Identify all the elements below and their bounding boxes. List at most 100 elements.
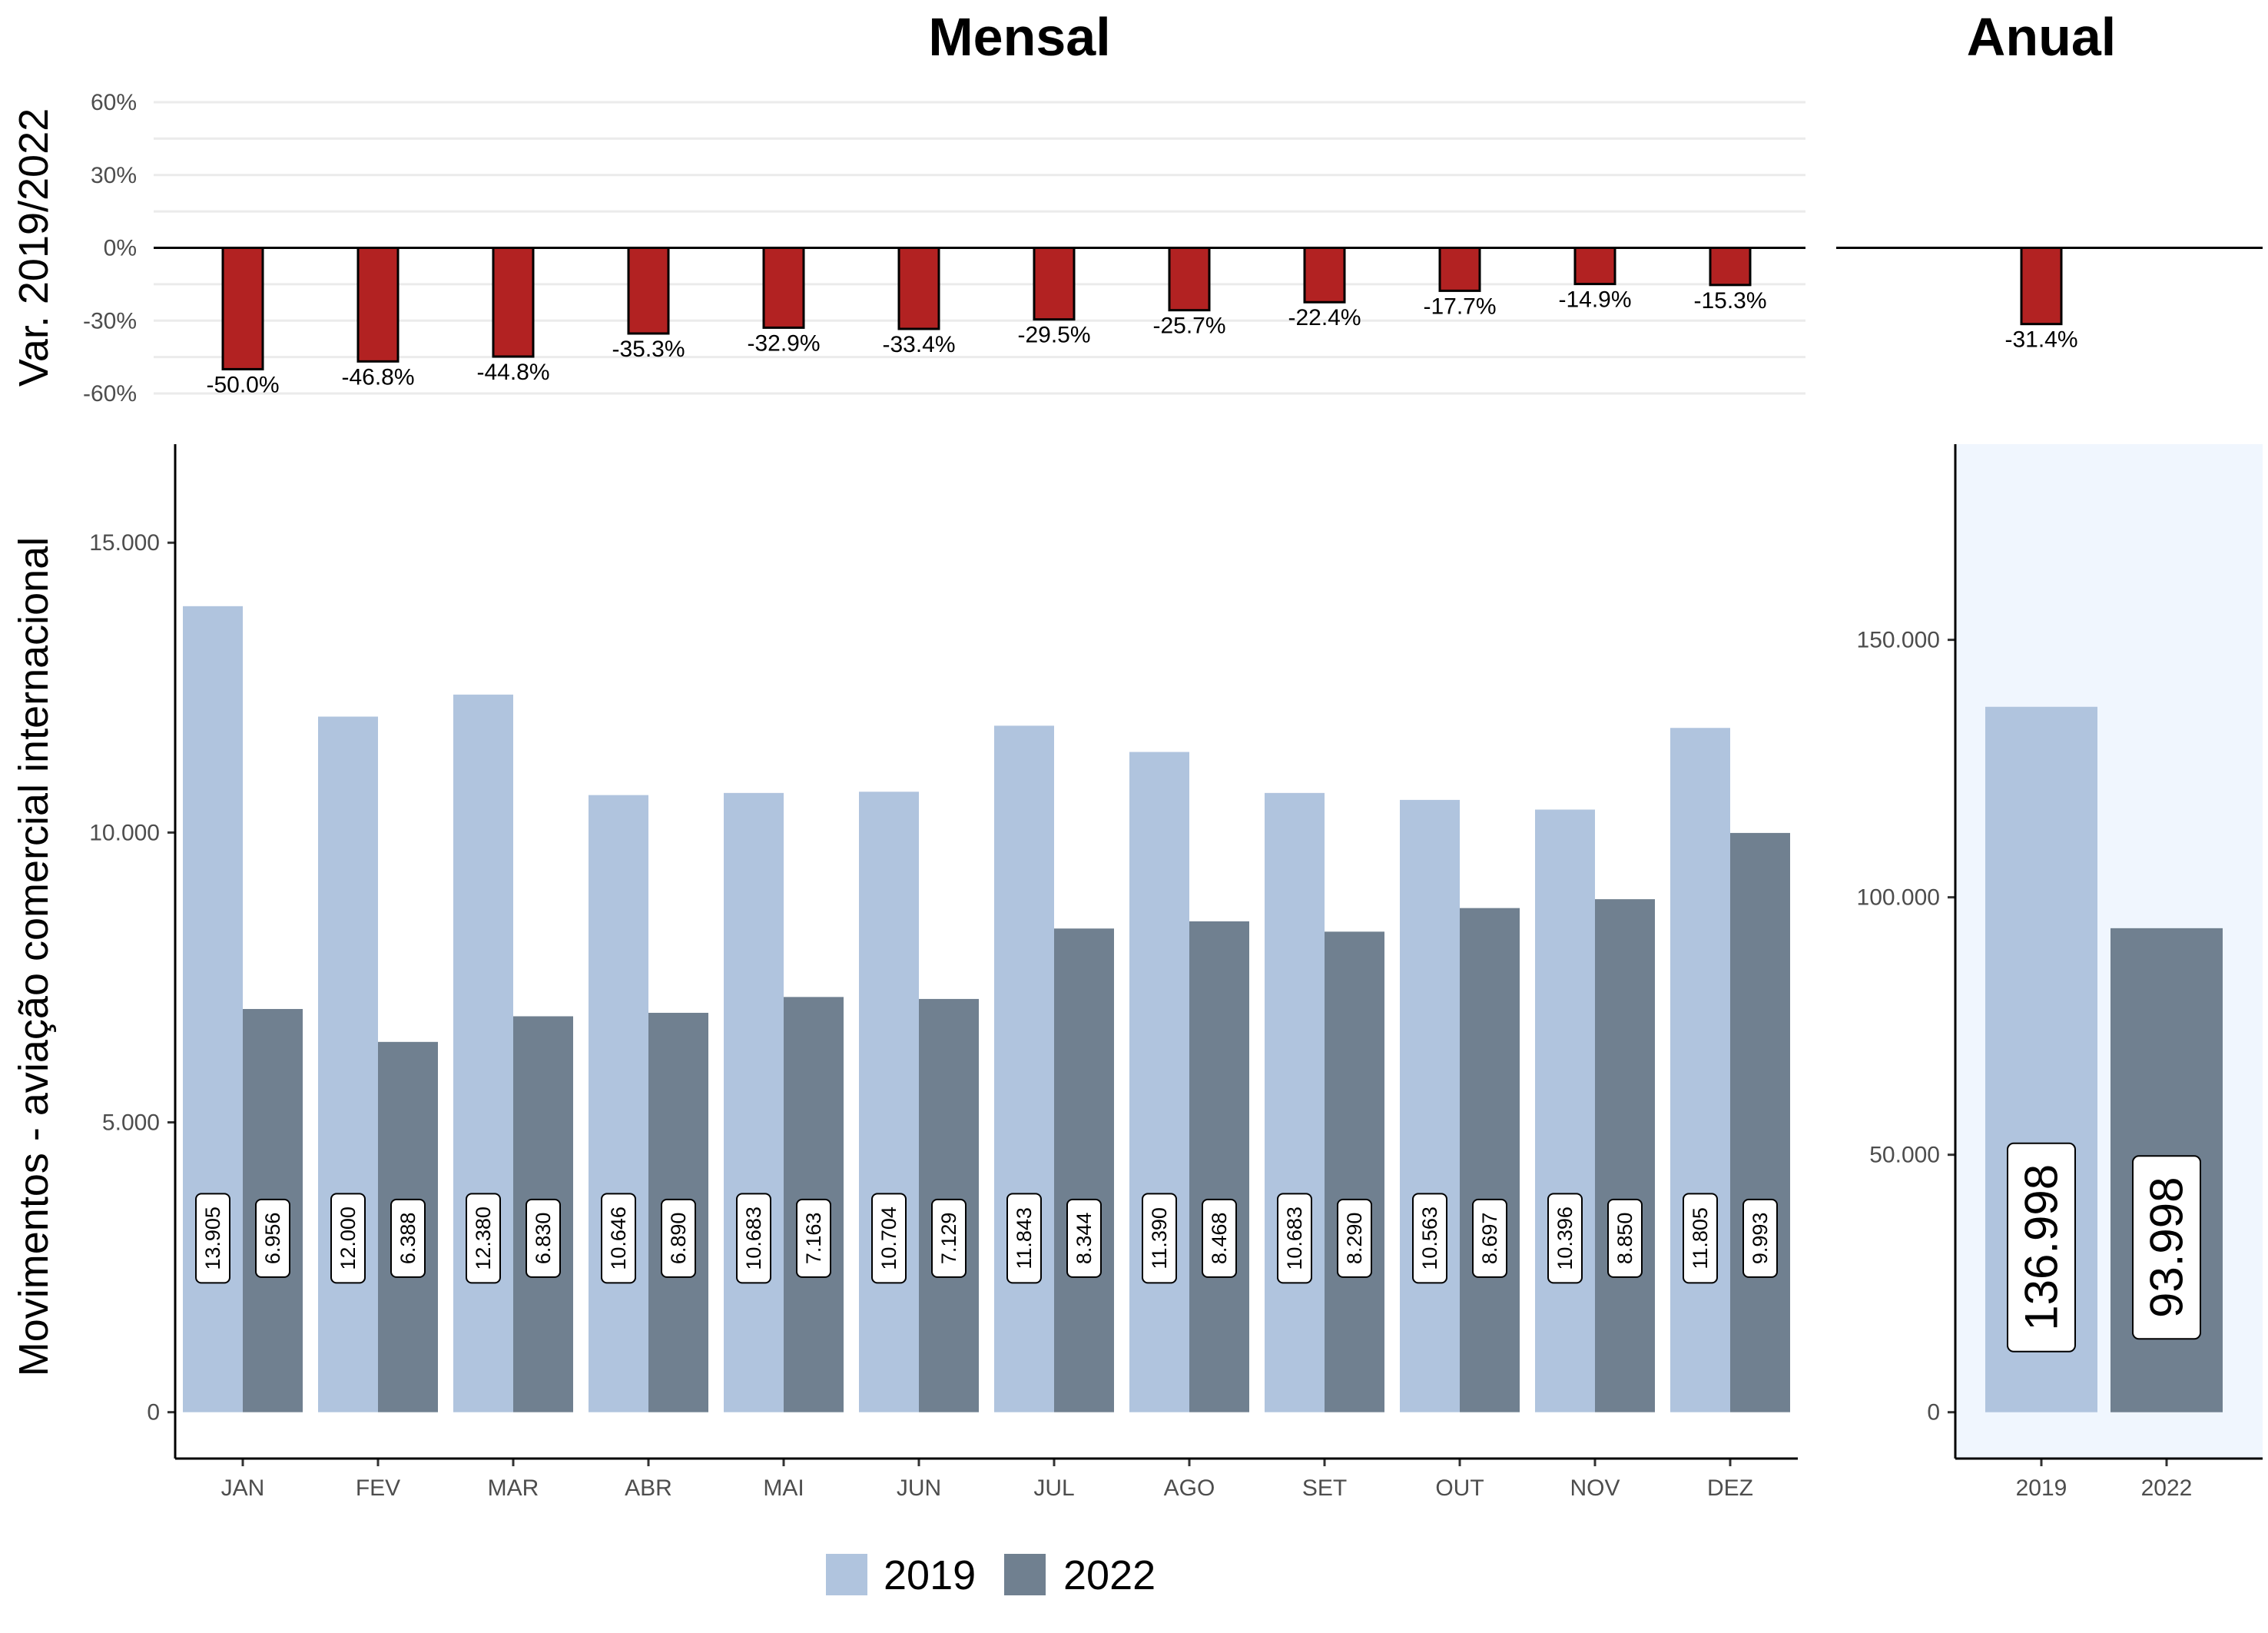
bar-2019-jan <box>183 606 243 1412</box>
value-label-2022-out: 8.697 <box>1472 1198 1507 1278</box>
annual-x-tick-label-2019: 2019 <box>2016 1475 2067 1501</box>
bar-2019-out <box>1400 799 1460 1412</box>
variation-y-tick-label: 30% <box>91 163 137 188</box>
bar-2019-mai <box>724 792 784 1412</box>
bar-2022-set <box>1325 931 1384 1412</box>
value-label-box <box>466 1193 501 1284</box>
bar-2019-mar <box>453 694 513 1412</box>
x-tick-label-jul: JUL <box>1033 1475 1074 1501</box>
variation-y-tick-label: -30% <box>83 308 137 334</box>
annual-variation-label: -31.4% <box>2004 327 2077 353</box>
legend-swatch-2019 <box>826 1554 867 1595</box>
value-label-text: 8.468 <box>1208 1213 1231 1265</box>
value-label-2019-mar: 12.380 <box>466 1193 501 1284</box>
x-tick-label-dez: DEZ <box>1707 1475 1753 1501</box>
variation-bar-set <box>1303 247 1346 304</box>
value-label-text: 7.163 <box>802 1213 825 1265</box>
value-label-2019-fev: 12.000 <box>330 1193 366 1284</box>
bar-2022-out <box>1460 908 1520 1412</box>
variation-bar-jul <box>1033 247 1076 321</box>
value-label-box <box>601 1193 636 1284</box>
bar-2022-jul <box>1054 928 1114 1412</box>
variation-bar-jan <box>221 247 264 370</box>
legend-label-2019: 2019 <box>884 1552 976 1598</box>
x-tick-label-mar: MAR <box>488 1475 539 1501</box>
value-label-box <box>1142 1193 1177 1284</box>
value-label-2022-jul: 8.344 <box>1066 1198 1102 1278</box>
value-label-text: 11.805 <box>1689 1207 1712 1270</box>
value-label-box <box>330 1193 366 1284</box>
value-label-2022-dez: 9.993 <box>1742 1198 1778 1278</box>
value-label-box <box>931 1198 967 1278</box>
bar-2019-dez <box>1670 728 1730 1412</box>
value-label-text: 11.390 <box>1148 1207 1171 1270</box>
chart-bars <box>183 247 2223 1412</box>
annual-value-label-2019: 136.998 <box>2007 1142 2076 1353</box>
y-tick-label: 10.000 <box>89 820 160 845</box>
annual-value-label-text: 93.998 <box>2141 1177 2193 1319</box>
y-tick-label: 15.000 <box>89 530 160 556</box>
value-label-2019-set: 10.683 <box>1277 1193 1312 1284</box>
value-label-text: 7.129 <box>937 1213 960 1265</box>
value-label-text: 6.890 <box>667 1213 690 1265</box>
value-label-box <box>661 1198 696 1278</box>
variation-bar-ago <box>1168 247 1211 312</box>
variation-label-nov: -14.9% <box>1558 287 1631 313</box>
annual-value-label-text: 136.998 <box>2016 1164 2067 1331</box>
value-label-box <box>736 1193 771 1284</box>
value-label-2019-jul: 11.843 <box>1006 1193 1042 1284</box>
value-label-2022-abr: 6.890 <box>661 1198 696 1278</box>
value-label-2019-out: 10.563 <box>1412 1193 1447 1284</box>
value-label-text: 8.290 <box>1343 1213 1366 1265</box>
annual-y-tick-label: 50.000 <box>1869 1143 1940 1168</box>
value-label-box <box>796 1198 831 1278</box>
variation-bar-jun <box>897 247 940 330</box>
x-tick-label-mai: MAI <box>763 1475 804 1501</box>
value-label-box <box>195 1193 230 1284</box>
chart-axes: -60% -30% 0% 30% 60% JAN FEV MAR ABR MAI JUN JUL AGO… <box>83 90 2263 1501</box>
value-label-box <box>1006 1193 1042 1284</box>
value-label-box <box>255 1198 290 1278</box>
variation-label-mar: -44.8% <box>476 360 549 385</box>
annual-value-label-box <box>2132 1155 2201 1340</box>
variation-y-tick-label: -60% <box>83 381 137 407</box>
monthly-title: Mensal <box>928 7 1110 67</box>
variation-bar-mar <box>492 247 535 358</box>
annual-y-tick-label: 0 <box>1927 1400 1940 1426</box>
value-label-box <box>390 1198 426 1278</box>
x-tick-label-nov: NOV <box>1570 1475 1620 1501</box>
variation-gridlines <box>154 101 1805 395</box>
variation-label-ago: -25.7% <box>1152 314 1225 339</box>
value-label-2022-fev: 6.388 <box>390 1198 426 1278</box>
value-label-2022-mar: 6.830 <box>526 1198 561 1278</box>
value-label-2019-mai: 10.683 <box>736 1193 771 1284</box>
value-label-2019-jun: 10.704 <box>871 1193 907 1284</box>
bar-2019-ago <box>1129 752 1189 1412</box>
x-tick-label-ago: AGO <box>1164 1475 1215 1501</box>
variation-label-dez: -15.3% <box>1693 288 1766 314</box>
variation-label-jan: -50.0% <box>206 372 279 397</box>
value-label-box <box>1337 1198 1372 1278</box>
movements-axis-label: Movimentos - aviação comercial internaci… <box>11 537 57 1376</box>
x-tick-label-jun: JUN <box>897 1475 941 1501</box>
legend-swatch-2022 <box>1004 1554 1046 1595</box>
annual-value-label-2022: 93.998 <box>2132 1155 2201 1340</box>
legend-label-2022: 2022 <box>1063 1552 1156 1598</box>
annual-y-tick-label: 150.000 <box>1857 628 1940 653</box>
x-tick-label-out: OUT <box>1435 1475 1484 1501</box>
variation-label-set: -22.4% <box>1288 305 1361 330</box>
bar-2019-jun <box>859 792 919 1412</box>
value-label-text: 10.683 <box>1283 1206 1306 1270</box>
value-label-2022-nov: 8.850 <box>1607 1198 1643 1278</box>
value-label-text: 6.388 <box>396 1213 419 1265</box>
value-label-text: 8.850 <box>1613 1213 1636 1265</box>
value-label-2019-dez: 11.805 <box>1683 1193 1718 1284</box>
bar-2022-ago <box>1189 921 1249 1412</box>
value-label-text: 10.563 <box>1418 1206 1441 1270</box>
variation-axis-label: Var. 2019/2022 <box>11 108 57 387</box>
variation-label-abr: -35.3% <box>612 337 685 362</box>
x-tick-label-jan: JAN <box>221 1475 265 1501</box>
value-label-text: 6.956 <box>261 1213 284 1265</box>
bar-2022-dez <box>1730 832 1790 1412</box>
variation-label-fev: -46.8% <box>341 364 414 390</box>
